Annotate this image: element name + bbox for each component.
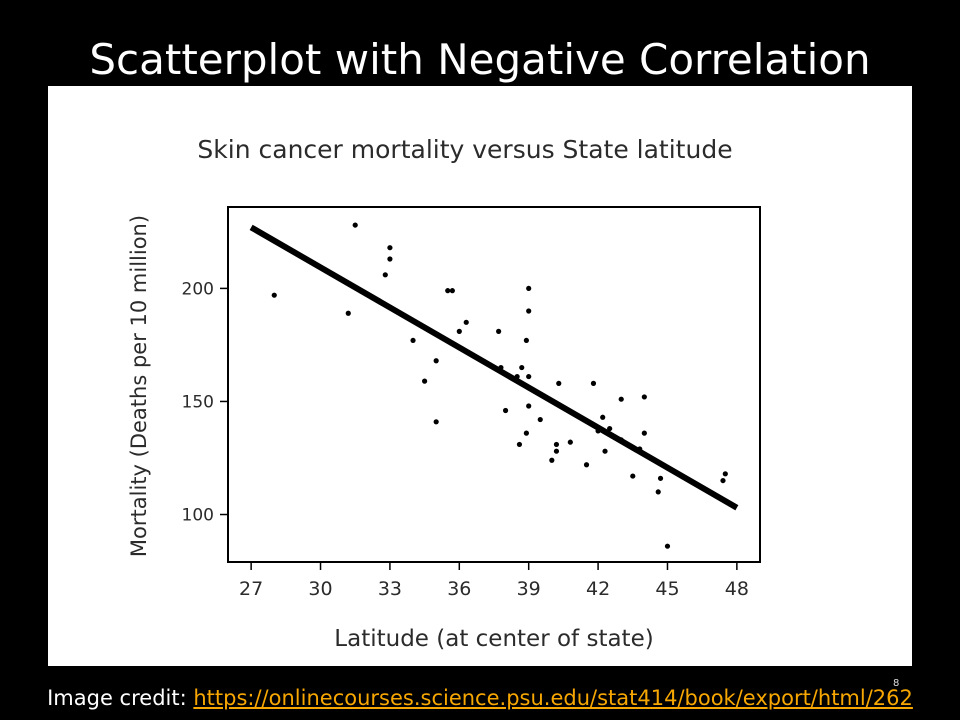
data-point xyxy=(526,285,532,292)
x-tick-label: 42 xyxy=(586,578,610,600)
y-tick-label: 150 xyxy=(182,392,214,412)
data-point xyxy=(463,319,469,325)
x-tick-label: 45 xyxy=(655,578,679,600)
y-axis-label: Mortality (Deaths per 10 million) xyxy=(127,215,151,557)
data-point xyxy=(618,396,624,402)
data-point xyxy=(549,457,555,463)
data-point xyxy=(271,292,277,298)
data-point xyxy=(523,337,529,344)
image-credit: Image credit: https://onlinecourses.scie… xyxy=(0,684,960,712)
data-point xyxy=(600,414,606,420)
data-point xyxy=(519,364,525,371)
data-point xyxy=(382,272,388,278)
data-point xyxy=(422,378,428,384)
data-point xyxy=(664,543,671,549)
data-point xyxy=(607,425,613,432)
data-point xyxy=(655,489,661,495)
y-axis: 100 150 200 xyxy=(182,279,228,526)
data-point xyxy=(583,462,590,468)
scatter-chart: Skin cancer mortality versus State latit… xyxy=(127,135,761,652)
x-axis-label: Latitude (at center of state) xyxy=(334,626,653,652)
x-tick-label: 48 xyxy=(725,578,749,600)
data-point xyxy=(537,416,543,423)
regression-line xyxy=(249,224,739,511)
scatter-series xyxy=(271,222,728,549)
data-point xyxy=(567,439,573,445)
y-tick-label: 200 xyxy=(182,279,214,299)
data-point xyxy=(641,394,647,400)
x-tick-label: 27 xyxy=(239,578,263,600)
x-tick-label: 39 xyxy=(517,578,541,600)
slide-title: Scatterplot with Negative Correlation xyxy=(89,35,871,84)
y-tick-label: 100 xyxy=(182,506,214,526)
data-point xyxy=(526,308,532,314)
data-point xyxy=(387,256,393,262)
data-point xyxy=(352,222,358,228)
data-point xyxy=(641,430,647,436)
data-point xyxy=(433,358,439,364)
data-point xyxy=(526,403,532,409)
chart-title: Skin cancer mortality versus State latit… xyxy=(197,135,732,164)
data-point xyxy=(516,441,523,448)
data-point xyxy=(410,337,416,344)
data-point xyxy=(445,288,451,294)
data-point xyxy=(630,473,636,479)
x-tick-label: 30 xyxy=(308,578,332,600)
data-point xyxy=(526,373,532,380)
chart-figure: Skin cancer mortality versus State latit… xyxy=(48,86,912,666)
data-point xyxy=(657,475,664,481)
data-point xyxy=(496,328,502,334)
data-point xyxy=(433,419,439,425)
data-point xyxy=(449,288,455,294)
data-point xyxy=(456,328,462,334)
credit-label: Image credit: xyxy=(47,686,187,710)
data-point xyxy=(502,407,509,414)
data-point xyxy=(720,477,726,484)
x-axis: 27 30 33 36 39 42 45 48 xyxy=(239,562,749,600)
x-tick-label: 33 xyxy=(378,578,402,600)
data-point xyxy=(553,441,560,448)
slide-number: 8 xyxy=(893,678,900,689)
data-point xyxy=(602,448,608,454)
data-point xyxy=(345,310,351,316)
data-point xyxy=(523,430,529,436)
x-tick-label: 36 xyxy=(447,578,471,600)
credit-link[interactable]: https://onlinecourses.science.psu.edu/st… xyxy=(193,686,913,710)
data-point xyxy=(556,380,562,386)
data-point xyxy=(590,380,597,386)
data-point xyxy=(387,245,393,251)
data-point xyxy=(722,471,728,477)
plot-frame xyxy=(227,206,761,563)
data-point xyxy=(553,448,560,454)
